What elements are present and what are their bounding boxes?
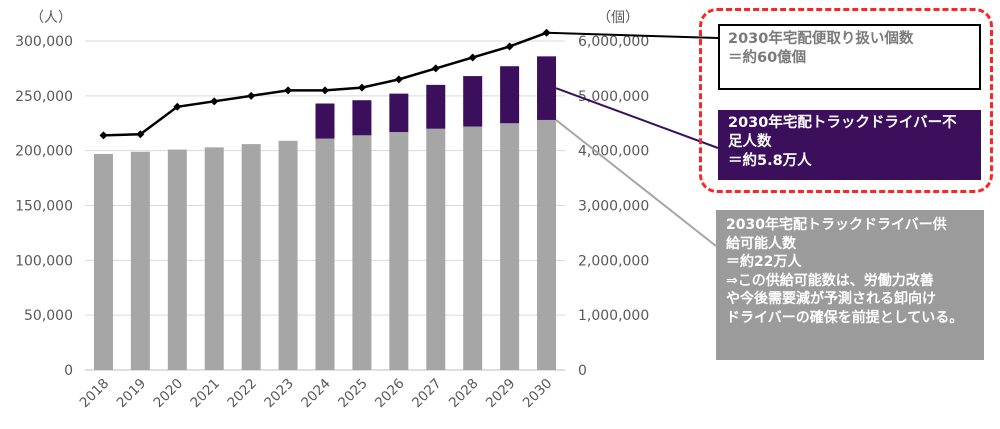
- annotation-supply-line: 給可能人数: [726, 235, 796, 252]
- y2-axis-tick-label: 3,000,000: [578, 199, 649, 215]
- y2-axis-tick-label: 0: [578, 363, 587, 379]
- y-axis-tick-label: 0: [64, 363, 73, 379]
- annotation-driver-supply: 2030年宅配トラックドライバー供 給可能人数 ＝約22万人 ⇒この供給可能数は…: [716, 210, 984, 360]
- line-marker: [505, 42, 514, 51]
- bar-supply: [241, 144, 261, 370]
- line-marker: [357, 83, 366, 92]
- x-axis-tick-label: 2030: [520, 376, 556, 412]
- y2-axis-tick-label: 5,000,000: [578, 89, 649, 105]
- x-axis-tick-label: 2024: [298, 376, 334, 412]
- y2-axis-tick-label: 4,000,000: [578, 144, 649, 160]
- x-axis-tick-label: 2018: [77, 376, 113, 412]
- x-axis-tick-label: 2023: [261, 376, 297, 412]
- y2-axis-label: （個）: [597, 10, 639, 26]
- y-axis-tick-label: 50,000: [24, 308, 73, 324]
- x-axis-tick-label: 2019: [114, 376, 150, 412]
- bar-shortage: [500, 66, 520, 124]
- bar-supply: [389, 132, 409, 370]
- x-axis-tick-label: 2026: [372, 376, 408, 412]
- y2-axis-tick-label: 1,000,000: [578, 308, 649, 324]
- annotation-total-line: ＝約60億個: [728, 50, 807, 66]
- x-axis-tick-label: 2027: [409, 376, 445, 412]
- line-marker: [99, 131, 108, 140]
- bar-supply: [426, 128, 446, 370]
- bar-shortage: [537, 56, 557, 120]
- annotation-driver-shortage: 2030年宅配トラックドライバー不 足人数 ＝約5.8万人: [718, 110, 981, 180]
- line-marker: [284, 86, 293, 95]
- annotation-total-parcels: 2030年宅配便取り扱い個数 ＝約60億個: [718, 24, 981, 90]
- line-marker: [247, 91, 256, 100]
- y2-axis-tick-label: 2,000,000: [578, 253, 649, 269]
- line-marker: [321, 86, 329, 95]
- highlight-dashed-frame: [699, 8, 993, 193]
- y-axis-tick-label: 150,000: [15, 199, 73, 215]
- y-axis-label: （人）: [30, 10, 72, 26]
- line-marker: [173, 102, 182, 111]
- x-axis-tick-label: 2028: [446, 376, 482, 412]
- bar-supply: [204, 147, 224, 370]
- leader-line-shortage: [555, 87, 719, 149]
- bar-supply: [352, 135, 372, 370]
- bar-supply: [130, 151, 150, 370]
- annotation-supply-line: ドライバーの確保を前提としている。: [726, 309, 964, 326]
- leader-line-total: [546, 31, 719, 39]
- y-axis-tick-label: 200,000: [15, 144, 73, 160]
- y2-axis-tick-label: 6,000,000: [578, 34, 649, 50]
- bar-shortage: [389, 93, 409, 133]
- annotation-supply-line: 2030年宅配トラックドライバー供: [726, 217, 947, 233]
- annotation-shortage-line: ＝約5.8万人: [728, 153, 812, 169]
- annotation-supply-line: ＝約22万人: [726, 254, 802, 270]
- bar-shortage: [463, 76, 483, 127]
- line-marker: [468, 53, 477, 62]
- bar-supply: [315, 138, 335, 370]
- y-axis-tick-label: 100,000: [15, 253, 73, 269]
- bar-supply: [278, 140, 298, 370]
- leader-line-supply: [555, 119, 717, 247]
- x-axis-tick-label: 2022: [224, 376, 260, 412]
- bar-supply: [93, 153, 113, 370]
- bar-supply: [500, 123, 520, 370]
- bar-shortage: [315, 103, 335, 139]
- line-marker: [136, 130, 145, 139]
- annotation-supply-line: ⇒この供給可能数は、労働力改善: [726, 272, 934, 289]
- x-axis-tick-label: 2025: [335, 376, 371, 412]
- bar-shortage: [352, 100, 372, 136]
- line-marker: [394, 75, 403, 84]
- x-axis-tick-label: 2021: [187, 376, 223, 412]
- line-marker: [431, 64, 440, 73]
- annotation-supply-line: や今後需要減が予測される卸向け: [726, 291, 936, 307]
- bar-shortage: [426, 84, 446, 129]
- annotation-shortage-line: 2030年宅配トラックドライバー不: [728, 115, 957, 131]
- annotation-total-line: 2030年宅配便取り扱い個数: [728, 31, 914, 47]
- y-axis-tick-label: 250,000: [15, 89, 73, 105]
- line-marker: [210, 97, 219, 106]
- bar-supply: [537, 119, 557, 371]
- annotation-shortage-line: 足人数: [728, 134, 772, 150]
- bar-supply: [463, 126, 483, 370]
- bar-supply: [167, 149, 187, 370]
- x-axis-tick-label: 2029: [483, 376, 519, 412]
- y-axis-tick-label: 300,000: [15, 34, 73, 50]
- x-axis-tick-label: 2020: [151, 376, 187, 412]
